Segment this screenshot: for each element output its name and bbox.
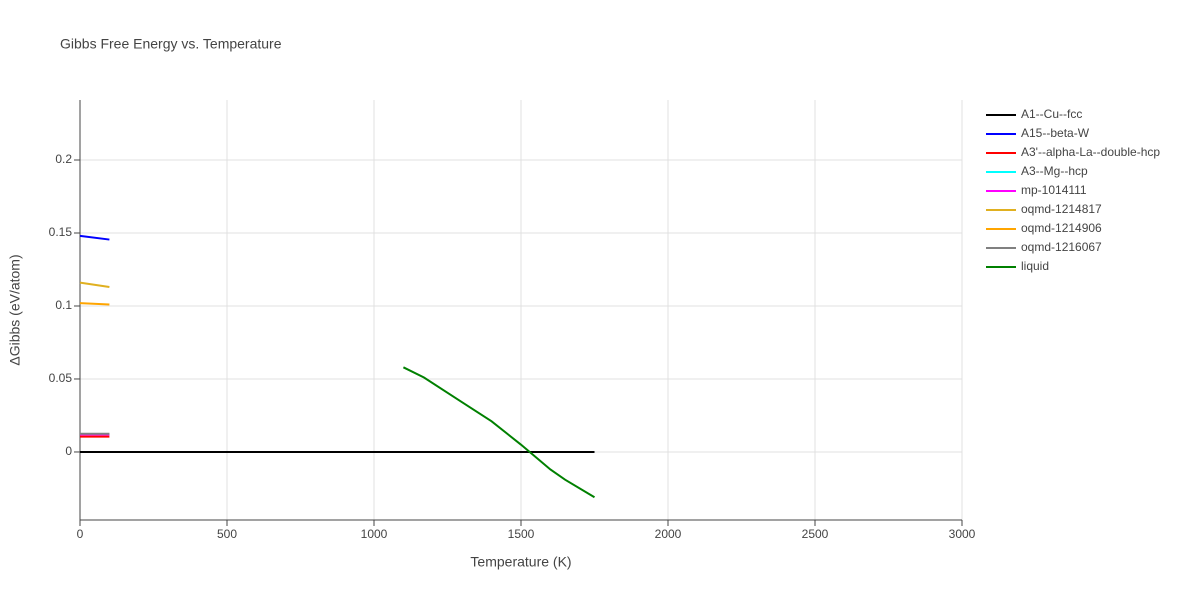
legend-label: liquid	[1021, 259, 1049, 273]
y-tick-label: 0.1	[55, 298, 72, 312]
legend-label: oqmd-1214817	[1021, 202, 1102, 216]
x-tick-label: 2000	[655, 527, 682, 541]
x-tick-label: 0	[77, 527, 84, 541]
series-line	[402, 366, 596, 499]
x-tick-label: 2500	[802, 527, 829, 541]
legend-label: mp-1014111	[1021, 183, 1087, 197]
x-tick-label: 1000	[361, 527, 388, 541]
legend-label: A1--Cu--fcc	[1021, 107, 1082, 121]
x-tick-label: 3000	[949, 527, 976, 541]
x-tick-label: 1500	[508, 527, 535, 541]
y-tick-label: 0.05	[49, 371, 73, 385]
series-line	[79, 302, 110, 306]
x-axis-label: Temperature (K)	[470, 554, 571, 570]
legend-label: A3'--alpha-La--double-hcp	[1021, 145, 1160, 159]
series-line	[79, 234, 110, 241]
y-tick-label: 0	[65, 444, 72, 458]
y-tick-label: 0.15	[49, 225, 73, 239]
legend-label: oqmd-1214906	[1021, 221, 1102, 235]
y-axis-label: ΔGibbs (eV/atom)	[7, 254, 23, 365]
series-line	[79, 281, 110, 288]
y-tick-label: 0.2	[55, 152, 72, 166]
x-tick-label: 500	[217, 527, 237, 541]
legend-label: A15--beta-W	[1021, 126, 1090, 140]
chart-title: Gibbs Free Energy vs. Temperature	[60, 36, 282, 52]
legend-label: A3--Mg--hcp	[1021, 164, 1088, 178]
legend-label: oqmd-1216067	[1021, 240, 1102, 254]
